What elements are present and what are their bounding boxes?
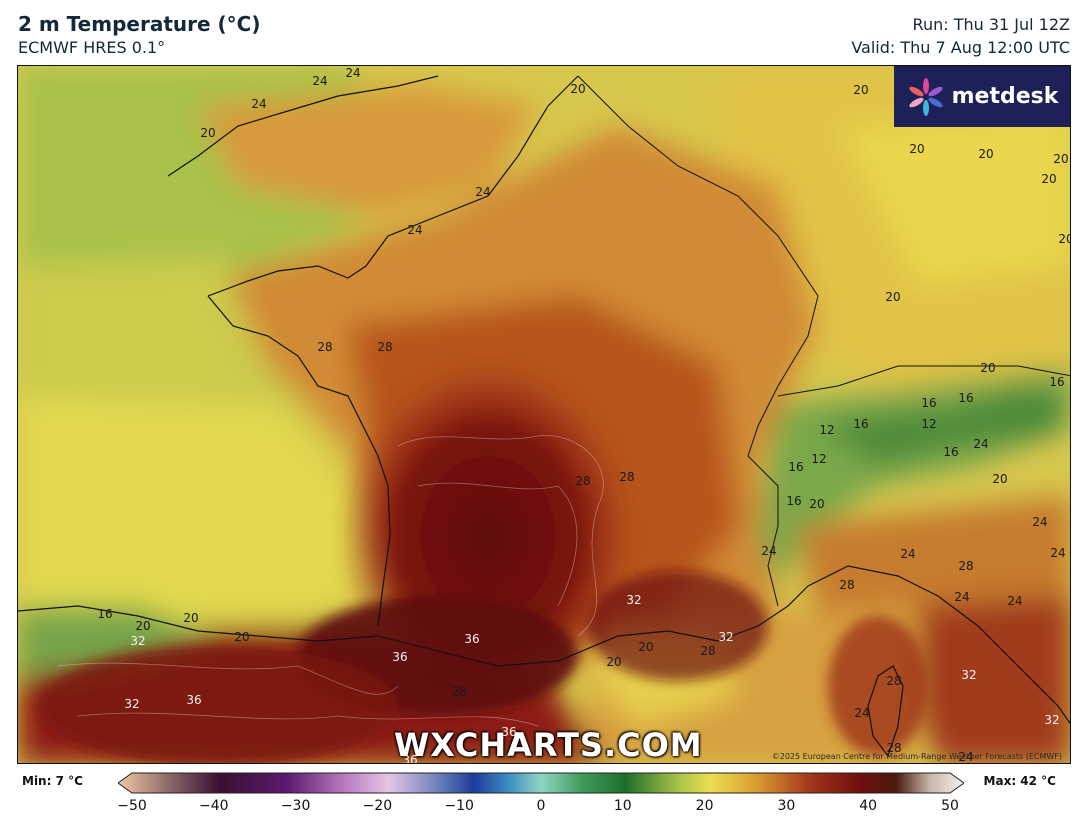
colorbar-tick: 30: [777, 798, 796, 814]
isotherm-label: 28: [619, 470, 635, 484]
copyright: ©2025 European Centre for Medium-Range W…: [771, 752, 1062, 761]
isotherm-label: 20: [1058, 232, 1070, 246]
corsica: [867, 665, 904, 758]
isotherm-label: 16: [958, 391, 974, 405]
isotherm-label: 20: [978, 147, 994, 161]
colorbar-tick: 10: [613, 798, 632, 814]
isotherm-label: 28: [886, 674, 902, 688]
isotherm-label: 20: [885, 290, 901, 304]
isotherm-label: 12: [811, 452, 827, 466]
colorbar-tick: −30: [280, 798, 311, 814]
isotherm-label: 20: [992, 472, 1008, 486]
isotherm-label: 28: [958, 559, 974, 573]
colorbar-tick: −50: [117, 798, 147, 814]
isotherm-label: 24: [958, 750, 974, 764]
isotherm-label: 20: [638, 640, 654, 654]
colorbar-tick: 20: [695, 798, 714, 814]
isotherm-label: 28: [451, 685, 467, 699]
isotherm-label: 32: [130, 634, 146, 648]
chart-title: 2 m Temperature (°C): [18, 12, 261, 36]
isotherm-label: 28: [377, 340, 393, 354]
isotherm-label: 32: [124, 697, 140, 711]
isotherm-label: 24: [854, 706, 870, 720]
pinwheel-icon: [908, 77, 943, 116]
logo-text: metdesk: [951, 84, 1059, 109]
isotherm-label: 16: [921, 396, 937, 410]
isotherm-label: 24: [345, 66, 361, 80]
map-canvas: [18, 66, 1070, 763]
isotherm-label: 16: [943, 445, 959, 459]
coastline-uk: [167, 75, 439, 177]
isotherm-label: 28: [575, 474, 591, 488]
colorbar-tick: 40: [859, 798, 878, 814]
isotherm-label: 32: [1044, 713, 1060, 727]
isotherm-label: 20: [183, 611, 199, 625]
isotherm-label: 36: [501, 725, 517, 739]
isotherm-label: 28: [317, 340, 333, 354]
coastline-brittany: [207, 75, 579, 297]
isotherm-label: 24: [1032, 515, 1048, 529]
coastline-spain-north: [18, 605, 379, 642]
isotherm-label: 20: [1053, 152, 1069, 166]
isotherm-label: 20: [809, 497, 825, 511]
min-temp: Min: 7 °C: [22, 774, 83, 788]
run-time: Run: Thu 31 Jul 12Z: [912, 15, 1070, 34]
isotherm-label: 24: [1050, 546, 1066, 560]
coastline-italy: [807, 565, 1070, 725]
isotherm-label: 16: [788, 460, 804, 474]
isotherm-label: 12: [819, 423, 835, 437]
isotherm-label: 12: [921, 417, 937, 431]
colorbar-tick: −10: [444, 798, 474, 814]
isotherm-label: 20: [853, 83, 869, 97]
isotherm-label: 36: [464, 632, 480, 646]
coastline-atlantic: [207, 295, 391, 627]
isotherm-label: 24: [475, 185, 491, 199]
isotherm-label: 36: [402, 753, 418, 764]
isotherm-label: 36: [186, 693, 202, 707]
isotherm-label: 32: [961, 668, 977, 682]
isotherm-label: 24: [1007, 594, 1023, 608]
colorbar-tick: 50: [941, 798, 959, 814]
isotherm-label: 24: [973, 437, 989, 451]
isotherm-label: 16: [97, 607, 113, 621]
border-alps: [777, 365, 1070, 397]
isotherm-label: 20: [980, 361, 996, 375]
colorbar-tick: 0: [536, 798, 546, 814]
model-label: ECMWF HRES 0.1°: [18, 38, 166, 57]
watermark: WXCHARTS.COM: [394, 726, 703, 764]
colorbar-tick: −40: [199, 798, 229, 814]
isotherm-label: 16: [853, 417, 869, 431]
isotherm-label: 24: [312, 74, 328, 88]
isotherm-label: 24: [954, 590, 970, 604]
isotherm-label: 24: [900, 547, 916, 561]
valid-time: Valid: Thu 7 Aug 12:00 UTC: [851, 38, 1070, 57]
isotherm-label: 20: [606, 655, 622, 669]
isotherm-label: 36: [392, 650, 408, 664]
isotherm-label: 24: [407, 223, 423, 237]
isotherm-label: 24: [251, 97, 267, 111]
isotherm-label: 28: [886, 741, 902, 755]
coastline-med: [497, 585, 809, 667]
isotherm-label: 20: [1041, 172, 1057, 186]
isotherm-label: 20: [200, 126, 216, 140]
isotherm-label: 24: [761, 544, 777, 558]
metdesk-logo[interactable]: metdesk: [894, 66, 1070, 127]
isotherm-label: 16: [1049, 375, 1065, 389]
isotherm-label: 32: [626, 593, 642, 607]
max-temp: Max: 42 °C: [983, 774, 1056, 788]
colorbar-tick: −20: [362, 798, 393, 814]
border-france-east: [577, 75, 819, 607]
isotherm-label: 16: [786, 494, 802, 508]
isotherm-label: 20: [909, 142, 925, 156]
temperature-map[interactable]: metdesk WXCHARTS.COM ©2025 European Cent…: [17, 65, 1071, 764]
isotherm-label: 28: [700, 644, 716, 658]
isotherm-label: 32: [718, 630, 734, 644]
colorbar: [118, 772, 964, 794]
isotherm-label: 20: [234, 630, 250, 644]
border-pyrenees: [377, 635, 499, 667]
isotherm-label: 20: [135, 619, 151, 633]
isotherm-label: 20: [570, 82, 586, 96]
isotherm-label: 28: [839, 578, 855, 592]
